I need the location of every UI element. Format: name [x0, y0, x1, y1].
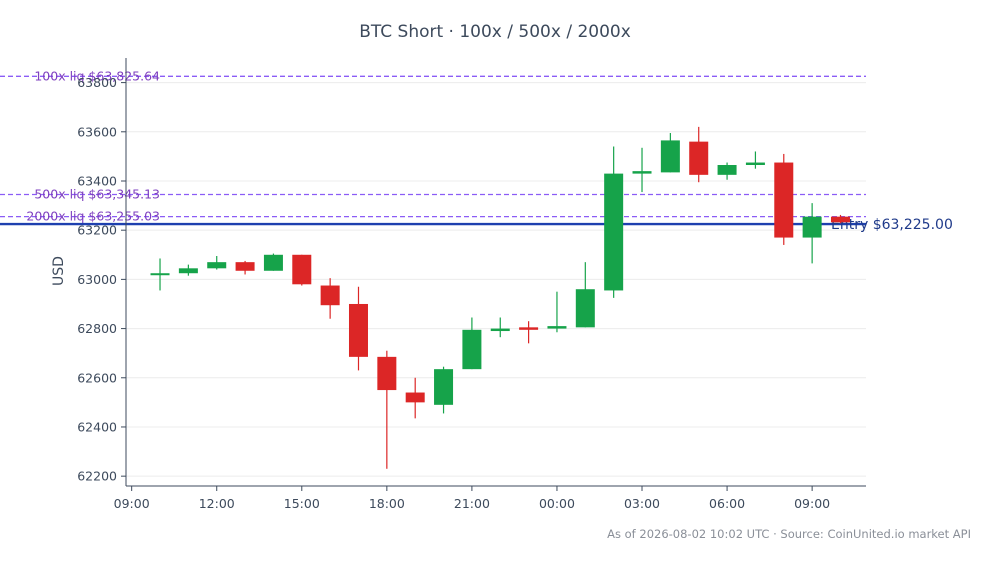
y-axis-label: USD	[51, 256, 67, 286]
axes: 62200 62400 62600 62800 63000 63200 63400 63600…	[77, 58, 866, 511]
y-tick-label: 62800	[77, 321, 117, 336]
grid-layer	[126, 82, 866, 477]
candle-body	[235, 262, 255, 271]
candle-body	[660, 140, 680, 173]
candle-body	[348, 303, 368, 357]
candle-body	[320, 285, 340, 306]
candle-body	[292, 254, 312, 285]
candle-body	[802, 216, 822, 238]
candle-body	[490, 328, 510, 332]
candle-body	[434, 369, 454, 405]
y-tick-label: 62600	[77, 370, 117, 385]
liquidation-label: 100x liq $63,825.64	[34, 68, 160, 83]
candle-body	[774, 162, 794, 238]
candle-body	[547, 326, 567, 329]
candle-body	[178, 268, 198, 274]
candle-body	[830, 216, 850, 223]
candle-body	[207, 262, 227, 269]
liquidation-label: 500x liq $63,345.13	[34, 186, 160, 201]
candle-body	[150, 273, 170, 276]
entry-label: Entry $63,225.00	[831, 217, 953, 233]
y-tick-label: 63600	[77, 124, 117, 139]
candle-body	[263, 254, 283, 271]
x-tick-label: 21:00	[454, 496, 490, 511]
candles	[150, 126, 850, 469]
y-tick-label: 63800	[77, 75, 117, 90]
x-tick-label: 03:00	[624, 496, 660, 511]
x-tick-label: 06:00	[709, 496, 745, 511]
candle-body	[519, 327, 539, 330]
chart-title: BTC Short · 100x / 500x / 2000x	[359, 22, 631, 42]
reference-lines: 100x liq $63,825.64 500x liq $63,345.13 20…	[0, 68, 953, 233]
y-tick-label: 63000	[77, 272, 117, 287]
y-tick-label: 62200	[77, 469, 117, 484]
candle-body	[745, 162, 765, 165]
candle-body	[717, 165, 737, 175]
x-tick-label: 18:00	[369, 496, 405, 511]
y-tick-label: 63400	[77, 173, 117, 188]
x-tick-label: 09:00	[114, 496, 150, 511]
y-tick-label: 62400	[77, 419, 117, 434]
x-tick-label: 12:00	[199, 496, 235, 511]
footer-source: As of 2026-08-02 10:02 UTC · Source: Coi…	[607, 527, 971, 541]
candle-body	[604, 173, 624, 291]
candle-body	[689, 141, 709, 175]
candle-body	[462, 329, 482, 370]
x-tick-label: 09:00	[794, 496, 830, 511]
candle-body	[377, 356, 397, 391]
x-tick-label: 15:00	[284, 496, 320, 511]
candle-body	[575, 289, 595, 328]
candle-body	[632, 171, 652, 174]
liquidation-label: 2000x liq $63,255.03	[26, 209, 160, 224]
y-tick-label: 63200	[77, 223, 117, 238]
x-tick-label: 00:00	[539, 496, 575, 511]
candle-body	[405, 392, 425, 403]
